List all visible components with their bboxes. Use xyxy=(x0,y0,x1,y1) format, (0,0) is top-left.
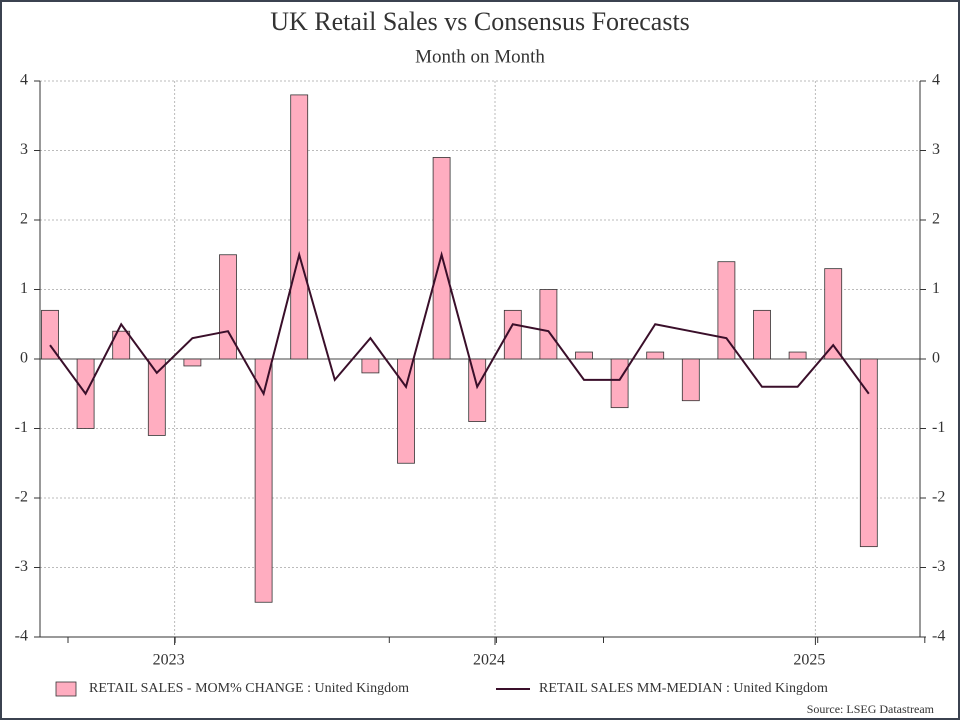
bar xyxy=(788,351,807,360)
bar xyxy=(681,358,700,402)
chart-subtitle: Month on Month xyxy=(415,46,545,67)
y2-tick-label: 1 xyxy=(932,280,940,297)
y2-tick-label: 0 xyxy=(932,350,940,367)
y-tick-label: 1 xyxy=(20,280,28,297)
legend-label: RETAIL SALES - MOM% CHANGE : United King… xyxy=(89,681,409,696)
y2-tick-label: -2 xyxy=(932,489,945,506)
bar xyxy=(646,351,665,360)
bar xyxy=(41,309,59,360)
y-tick-label: 0 xyxy=(20,350,28,367)
y-tick-label: -4 xyxy=(15,628,28,645)
y-tick-label: -3 xyxy=(15,558,28,575)
bar xyxy=(859,358,878,548)
source: Source: LSEG Datastream xyxy=(807,702,935,716)
bar xyxy=(183,358,202,367)
x-tick-label: 2025 xyxy=(793,652,825,669)
legend-label: RETAIL SALES MM-MEDIAN : United Kingdom xyxy=(539,681,828,696)
y-tick-label: -2 xyxy=(15,489,28,506)
y-tick-label: 2 xyxy=(20,211,28,228)
y2-tick-label: -1 xyxy=(932,419,945,436)
line-series xyxy=(49,250,870,397)
y-tick-label: -1 xyxy=(15,419,28,436)
bar xyxy=(824,268,843,360)
y2-tick-label: -3 xyxy=(932,558,945,575)
y-tick-label: 4 xyxy=(20,72,28,89)
bar xyxy=(361,358,380,374)
x-tick-label: 2023 xyxy=(153,652,185,669)
bar xyxy=(503,309,522,360)
bar xyxy=(753,309,771,360)
bar xyxy=(575,351,593,360)
legend-swatch xyxy=(55,681,77,697)
bar xyxy=(290,94,309,360)
y2-tick-label: 2 xyxy=(932,211,940,228)
bar xyxy=(112,330,131,360)
chart-title: UK Retail Sales vs Consensus Forecasts xyxy=(270,7,690,36)
bar xyxy=(397,358,415,464)
bar xyxy=(539,289,558,360)
y-tick-label: 3 xyxy=(20,141,28,158)
bar xyxy=(147,358,166,436)
bar xyxy=(717,261,736,360)
y2-tick-label: -4 xyxy=(932,628,945,645)
bar xyxy=(254,358,273,603)
bar xyxy=(610,358,629,409)
y2-tick-label: 4 xyxy=(932,72,940,89)
y2-tick-label: 3 xyxy=(932,141,940,158)
x-tick-label: 2024 xyxy=(473,652,505,669)
